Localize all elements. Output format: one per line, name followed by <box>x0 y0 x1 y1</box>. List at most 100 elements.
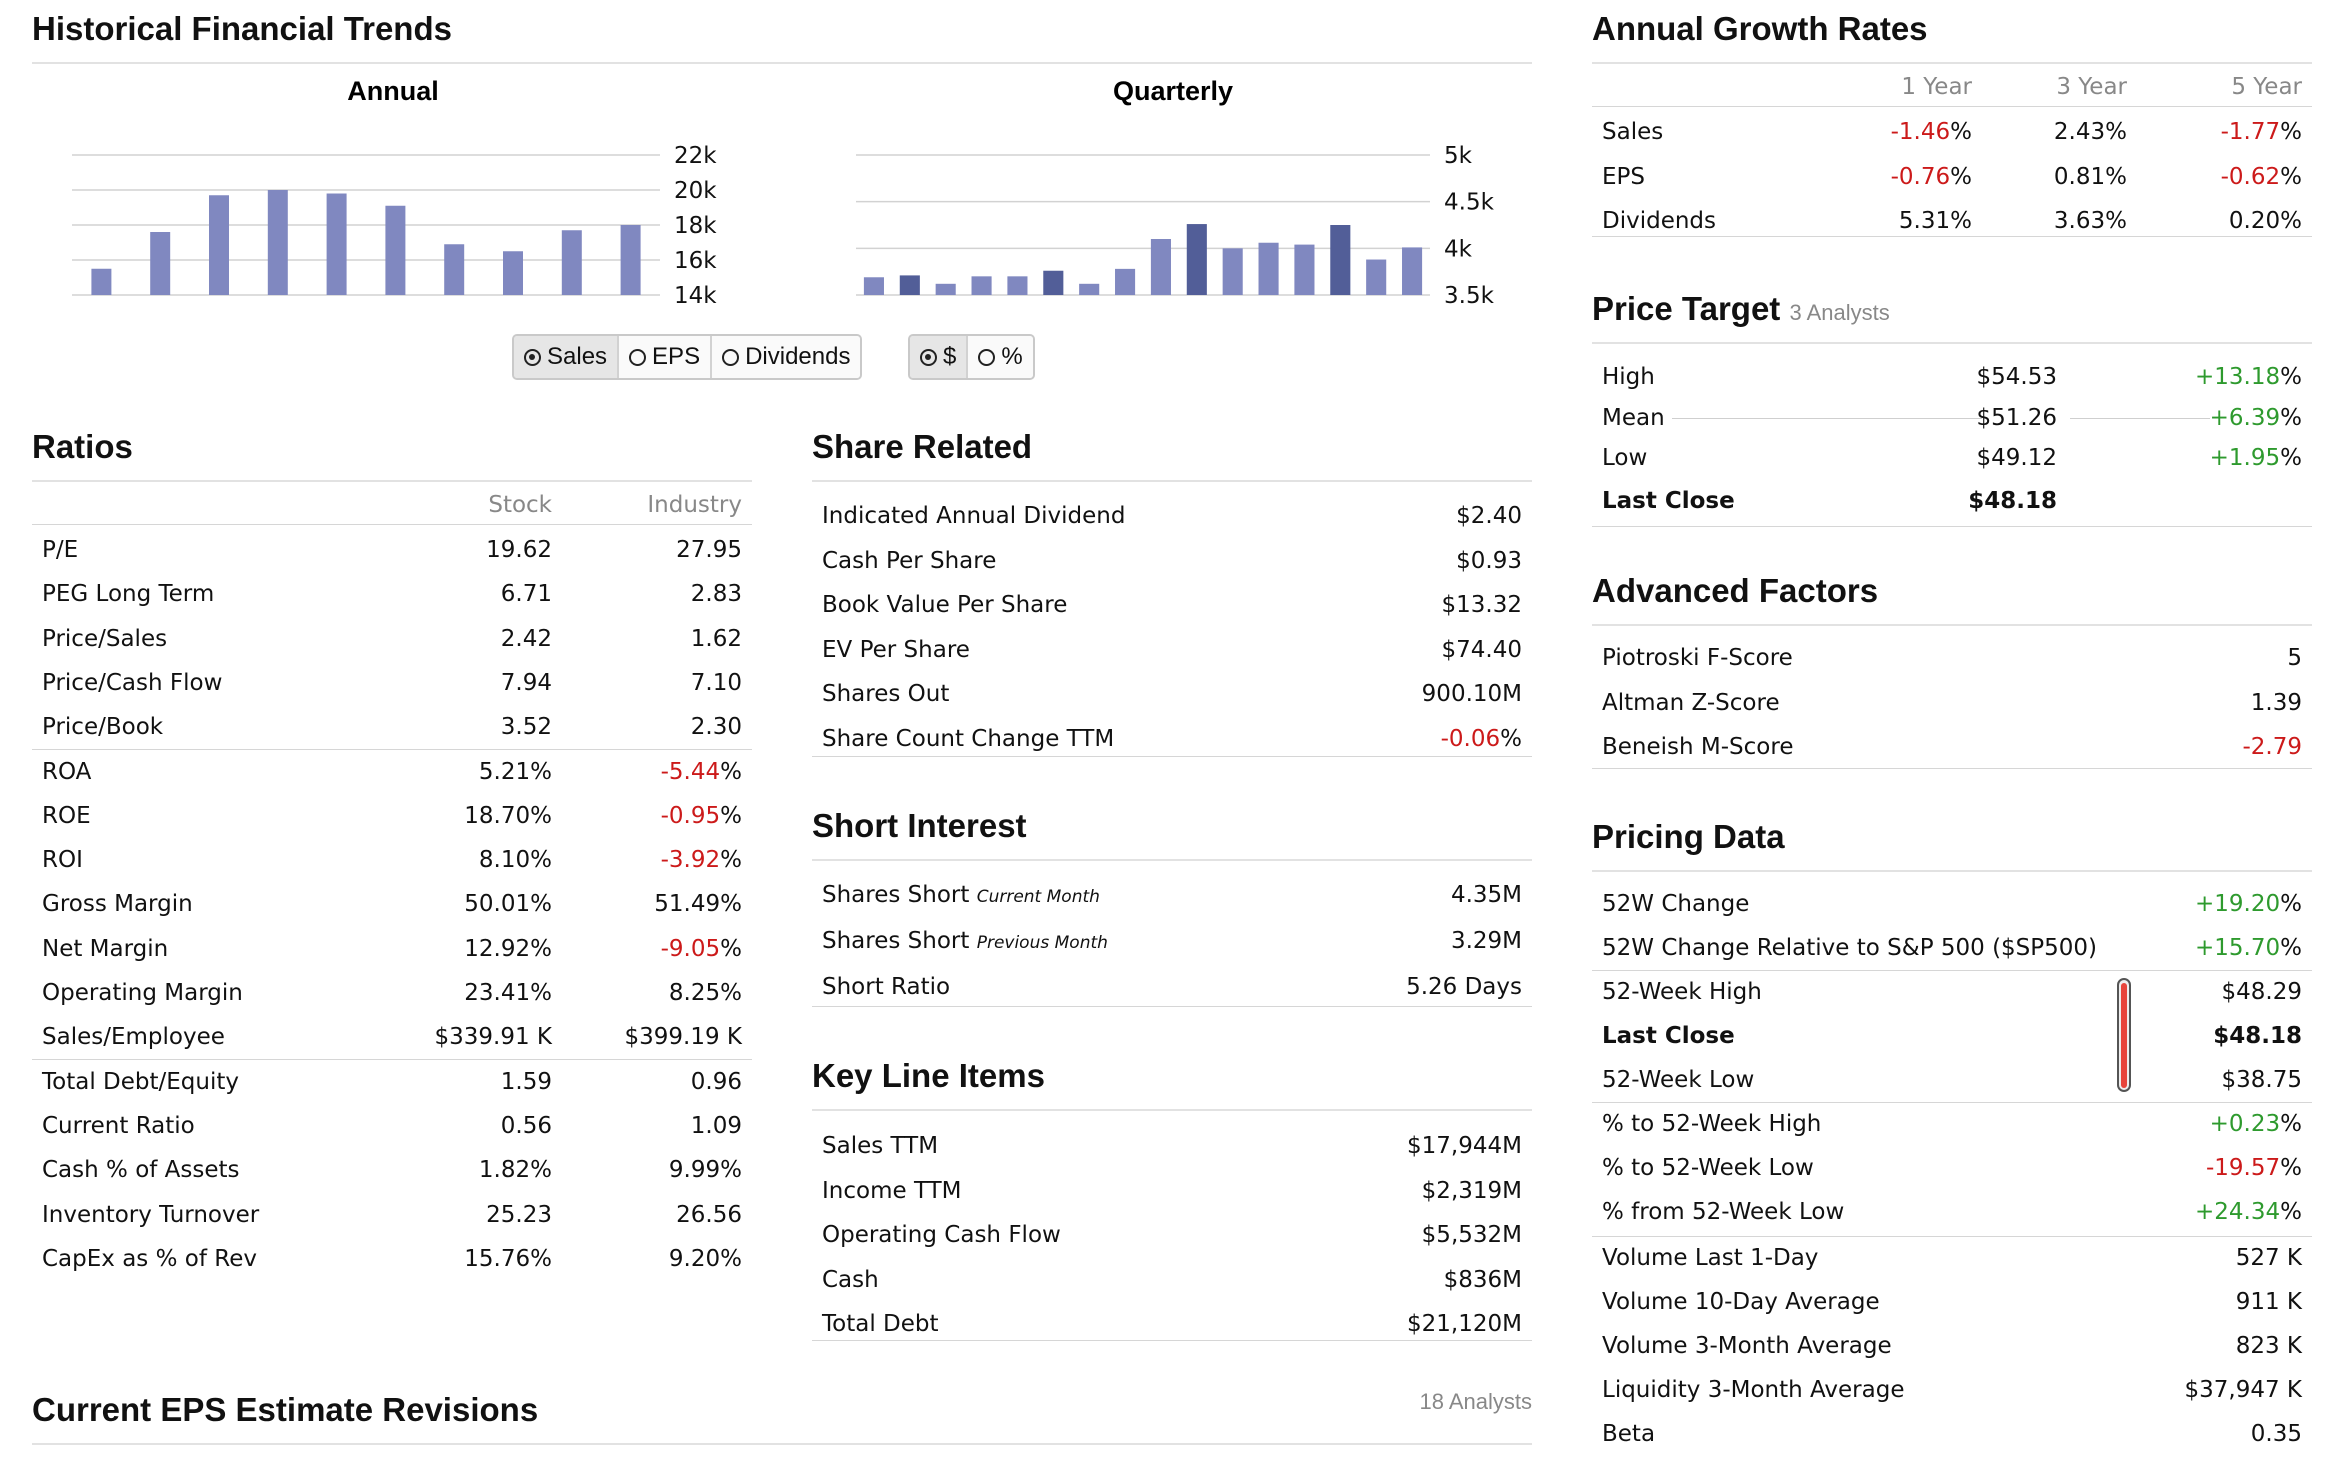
percent-sign: % <box>530 1157 552 1184</box>
value-number: 2.43 <box>2053 119 2106 145</box>
value-number: +1.95 <box>2209 445 2281 471</box>
price-target-value: $49.12 <box>1976 445 2057 471</box>
price-target-title: Price Target 3 Analysts <box>1592 290 1890 328</box>
share-label: EV Per Share <box>822 636 970 663</box>
radio-selected-icon <box>920 348 937 366</box>
bar[interactable] <box>1007 276 1028 295</box>
ratio-label: Gross Margin <box>42 891 193 918</box>
unit-option-percent[interactable]: % <box>968 336 1033 378</box>
ratio-stock-value: 1.59 <box>500 1068 552 1095</box>
bar[interactable] <box>899 275 920 295</box>
percent-sign: % <box>720 847 742 874</box>
y-tick-label: 20k <box>674 178 717 204</box>
divider <box>1592 106 2312 107</box>
growth-row: Sales -1.46% 2.43% -1.77% <box>1602 112 2302 152</box>
percent-sign: % <box>2105 163 2127 190</box>
bar[interactable] <box>971 276 992 295</box>
growth-label: EPS <box>1602 163 1646 190</box>
pricing-52w-low: 52-Week Low $38.75 <box>1602 1060 2302 1100</box>
bar[interactable] <box>620 225 641 295</box>
divider <box>1592 768 2312 769</box>
pricing-value: +15.70% <box>2195 935 2302 961</box>
pricing-label: % to 52-Week High <box>1602 1111 1822 1137</box>
ratio-row: Price/Book 3.52 2.30 <box>42 707 742 747</box>
bar[interactable] <box>1186 224 1207 295</box>
bar[interactable] <box>1115 268 1136 295</box>
metric-option-eps[interactable]: EPS <box>619 336 713 378</box>
pricing-row: 52W Change +19.20% <box>1602 884 2302 924</box>
ratio-row: PEG Long Term 6.71 2.83 <box>42 574 742 614</box>
bar[interactable] <box>1079 283 1100 295</box>
bar[interactable] <box>1258 242 1279 295</box>
value-number: -0.62 <box>2220 163 2281 190</box>
ratio-industry-value: 9.20% <box>552 1246 742 1272</box>
ratio-industry-value: 8.25% <box>552 980 742 1006</box>
bar[interactable] <box>150 232 171 295</box>
col-1-year: 1 Year <box>1901 74 1972 100</box>
ratio-row: P/E 19.62 27.95 <box>42 530 742 570</box>
percent-sign: % <box>2105 119 2127 145</box>
unit-option-dollar[interactable]: $ <box>910 336 969 378</box>
growth-5y: -1.77% <box>2127 119 2302 145</box>
bar[interactable] <box>385 205 406 295</box>
key-line-value: $21,120M <box>1407 1311 1522 1337</box>
value-number: +6.39 <box>2209 404 2281 431</box>
advanced-row: Altman Z-Score 1.39 <box>1602 683 2302 723</box>
advanced-value: 5 <box>2287 645 2302 671</box>
ratios-title: Ratios <box>32 428 133 465</box>
growth-header: 1 Year 3 Year 5 Year <box>1602 70 2302 104</box>
short-value: 5.26 Days <box>1406 974 1522 1000</box>
key-line-label: Sales TTM <box>822 1133 939 1159</box>
bar[interactable] <box>1294 244 1315 295</box>
price-target-label: High <box>1602 364 1655 390</box>
bar[interactable] <box>267 190 288 295</box>
value-number: 15.76 <box>464 1245 531 1272</box>
ratio-stock-value: 6.71 <box>500 581 552 608</box>
bar[interactable] <box>1150 239 1171 295</box>
bar[interactable] <box>561 230 582 295</box>
unit-label: $ <box>943 343 957 370</box>
short-label: Shares Short <box>822 882 970 908</box>
metric-option-dividends[interactable]: Dividends <box>712 336 861 378</box>
bar[interactable] <box>1222 248 1243 295</box>
eps-revisions-title: Current EPS Estimate Revisions <box>32 1391 539 1428</box>
share-value: $74.40 <box>1441 636 1522 663</box>
bar[interactable] <box>91 268 112 295</box>
divider <box>1592 62 2312 64</box>
ratio-industry-value: 27.95 <box>676 537 742 563</box>
pricing-row: Beta 0.35 <box>1602 1414 2302 1454</box>
value-number: 0.20 <box>2228 208 2281 234</box>
y-tick-label: 22k <box>674 143 717 169</box>
bar[interactable] <box>503 251 523 295</box>
pricing-value: 0.35 <box>2250 1421 2302 1447</box>
ratios-header: Stock Industry <box>42 488 742 522</box>
ratio-label: CapEx as % of Rev <box>42 1245 257 1272</box>
short-label: Short Ratio <box>822 974 951 1000</box>
metric-option-sales[interactable]: Sales <box>514 336 620 378</box>
pricing-row: Liquidity 3-Month Average $37,947 K <box>1602 1370 2302 1410</box>
bar[interactable] <box>1043 270 1064 295</box>
pricing-label: % to 52-Week Low <box>1602 1155 1814 1181</box>
chart-title: Quarterly <box>1113 76 1233 106</box>
bar[interactable] <box>935 283 956 295</box>
divider <box>1592 236 2312 237</box>
y-tick-label: 16k <box>674 248 717 274</box>
ratio-label: Current Ratio <box>42 1112 195 1139</box>
historical-title: Historical Financial Trends <box>32 10 452 47</box>
value-number: +0.23 <box>2209 1111 2281 1137</box>
share-related-title: Share Related <box>812 428 1033 465</box>
percent-sign: % <box>2280 208 2302 234</box>
short-sublabel: Previous Month <box>976 933 1108 953</box>
bar[interactable] <box>326 193 347 296</box>
pricing-value: $37,947 K <box>2184 1377 2302 1403</box>
bar[interactable] <box>444 244 465 295</box>
bar[interactable] <box>1366 259 1387 295</box>
divider <box>812 1006 1532 1007</box>
percent-sign: % <box>2280 445 2302 471</box>
bar[interactable] <box>209 195 229 295</box>
bar[interactable] <box>1330 225 1351 295</box>
bar[interactable] <box>863 277 884 295</box>
ratio-label: Total Debt/Equity <box>42 1068 239 1095</box>
bar[interactable] <box>1402 247 1423 295</box>
pricing-label: Last Close <box>1602 1023 1735 1049</box>
